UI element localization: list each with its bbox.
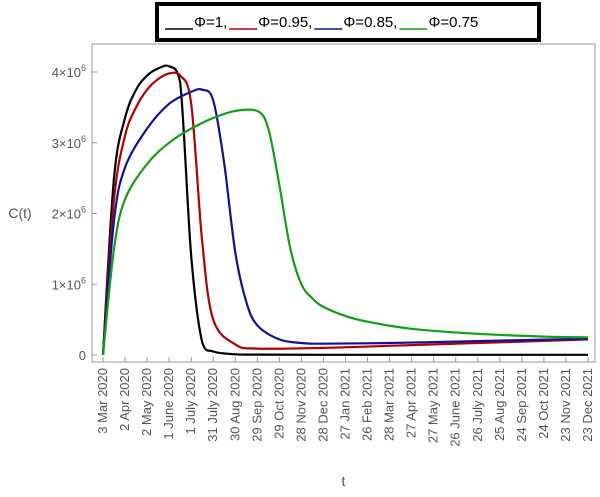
x-tick-label: 26 July 2021 [470, 368, 485, 442]
x-axis: 3 Mar 2020 2 Apr 2020 2 May 2020 1 June 202… [95, 357, 595, 447]
legend-entry: Φ=0.85, [343, 14, 397, 31]
y-tick-base: 0 [79, 348, 86, 363]
x-tick-label: 3 Mar 2020 [95, 368, 110, 434]
legend-entry-label: Φ=0.75 [428, 14, 478, 31]
x-tick-label: 28 Mar 2021 [382, 368, 397, 441]
x-tick-label: 30 Aug 2020 [227, 368, 242, 441]
legend-entry-label: Φ=0.95 [258, 14, 308, 31]
y-axis-label: C(t) [8, 205, 31, 221]
x-tick-label: 24 Oct 2021 [536, 368, 551, 439]
legend-entry: Φ=0.95, [258, 14, 312, 31]
x-tick-label: 2 May 2020 [139, 368, 154, 436]
x-tick-label: 1 July 2020 [183, 368, 198, 435]
x-tick-label: 27 May 2021 [426, 368, 441, 443]
x-tick-label: 29 Sep 2020 [249, 368, 264, 442]
x-tick-label: 27 Apr 2021 [404, 368, 419, 438]
y-tick-base: 2×10 [52, 207, 81, 222]
y-tick-exponent: 6 [81, 134, 86, 144]
legend-entry: Φ=0.75 [428, 14, 478, 31]
series-line-2 [101, 88, 589, 356]
plot-frame [91, 43, 596, 363]
y-tick-exponent: 6 [81, 275, 86, 285]
x-tick-label: 24 Sep 2021 [514, 368, 529, 442]
x-tick-label: 29 Oct 2020 [271, 368, 286, 439]
x-tick-label: 2 Apr 2020 [117, 368, 132, 431]
y-tick-base: 1×10 [52, 277, 81, 292]
legend-entry-label: Φ=0.85 [343, 14, 393, 31]
y-tick-label: 0 [79, 348, 86, 363]
series-line-1 [101, 71, 589, 356]
x-tick-label: 23 Dec 2021 [580, 368, 595, 442]
legend-entry: Φ=1, [194, 14, 227, 31]
x-tick-label: 26 Feb 2021 [360, 368, 375, 441]
y-tick-label: 2×106 [52, 205, 86, 222]
x-tick-label: 1 June 2020 [161, 368, 176, 440]
x-axis-label: t [342, 473, 346, 489]
legend-separator: , [393, 14, 397, 31]
x-tick-label: 27 Jan 2021 [338, 368, 353, 440]
series-line-0 [101, 64, 588, 356]
x-tick-label: 31 July 2020 [205, 368, 220, 442]
y-tick-exponent: 6 [81, 205, 86, 215]
series-lines [101, 64, 589, 356]
x-tick-label: 28 Dec 2020 [315, 368, 330, 442]
y-tick-base: 4×10 [52, 65, 81, 80]
y-tick-label: 1×106 [52, 275, 86, 292]
legend-separator: , [223, 14, 227, 31]
series-line-3 [101, 108, 589, 356]
x-tick-label: 28 Nov 2020 [293, 368, 308, 442]
y-tick-label: 4×106 [52, 63, 86, 80]
y-tick-exponent: 6 [81, 63, 86, 73]
x-tick-label: 26 June 2021 [448, 368, 463, 447]
x-tick-label: 23 Nov 2021 [558, 368, 573, 442]
x-tick-label: 25 Aug 2021 [492, 368, 507, 441]
y-tick-label: 3×106 [52, 134, 86, 151]
legend: Φ=1, Φ=0.95, Φ=0.85, Φ=0.75 [155, 2, 541, 42]
y-tick-base: 3×10 [52, 136, 81, 151]
legend-entry-label: Φ=1 [194, 14, 223, 31]
legend-box [155, 2, 541, 42]
legend-separator: , [308, 14, 312, 31]
